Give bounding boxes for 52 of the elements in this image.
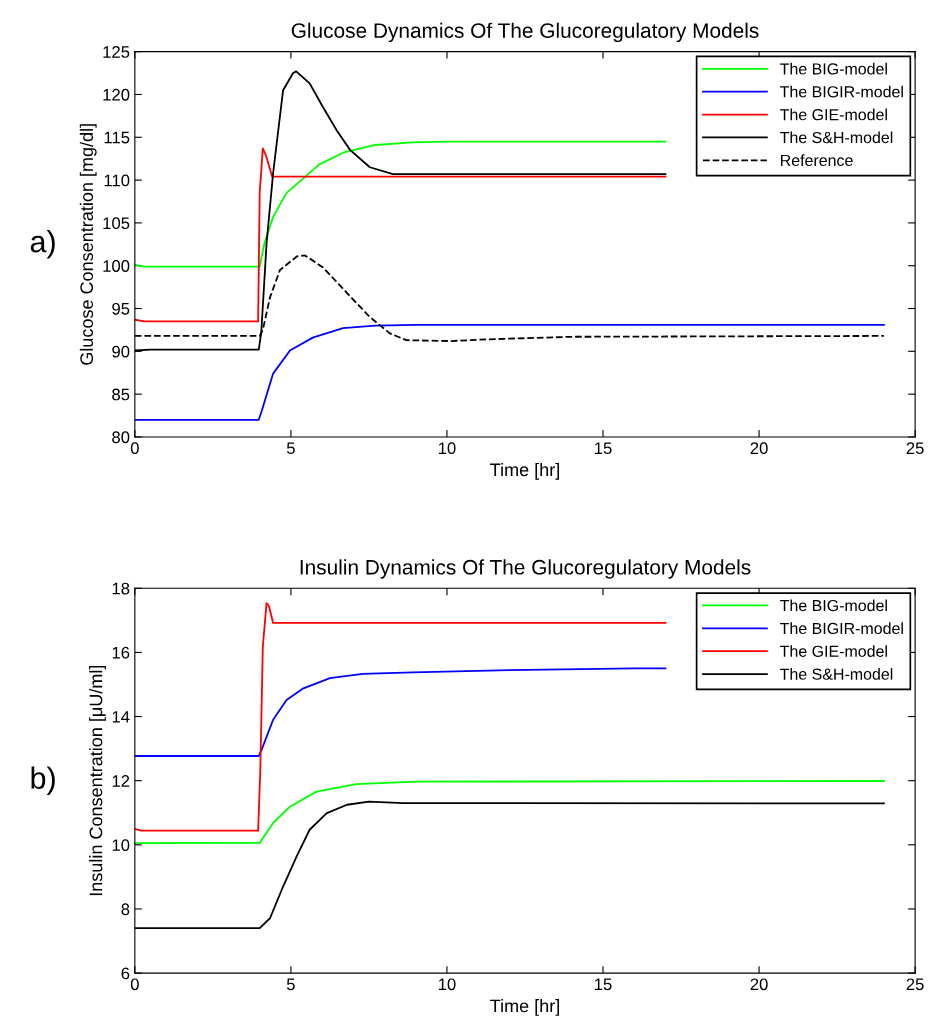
y-tick-label: 16 <box>112 646 130 659</box>
line-series <box>134 780 885 845</box>
chart-title: Glucose Dynamics Of The Glucoregulatory Models <box>291 22 759 43</box>
text: b) <box>31 766 55 795</box>
y-axis-title: Glucose Consentration [mg/dl] <box>79 124 97 365</box>
line-series <box>134 323 885 421</box>
legend-label: The BIG-model <box>780 599 887 612</box>
x-tick-label: 5 <box>286 442 295 455</box>
y-tick-label: 115 <box>104 131 130 144</box>
y-tick-label: 6 <box>121 967 130 980</box>
legend-label: The BIGIR-model <box>780 85 903 98</box>
y-tick-label: 90 <box>112 345 130 358</box>
y-tick-label: 8 <box>121 903 130 916</box>
legend-label: Reference <box>780 154 853 167</box>
legend-label: The S&H-model <box>780 668 893 680</box>
line-series <box>134 147 667 323</box>
y-axis-title: Insulin Consentration [μU/ml] <box>89 665 106 896</box>
x-tick-label: 0 <box>130 442 139 455</box>
text: a) <box>30 230 55 259</box>
x-axis-title: Time [hr] <box>490 462 559 480</box>
y-tick-label: 18 <box>112 582 130 595</box>
x-tick-label: 20 <box>750 442 768 455</box>
y-tick-label: 14 <box>112 711 130 723</box>
legend-label: The S&H-model <box>780 131 893 144</box>
x-tick-label: 25 <box>906 978 924 991</box>
line-series <box>134 140 667 268</box>
y-tick-label: 100 <box>103 260 130 272</box>
x-tick-label: 15 <box>595 442 612 455</box>
x-tick-label: 10 <box>438 978 456 991</box>
y-tick-label: 10 <box>112 839 130 852</box>
y-tick-label: 12 <box>112 775 130 787</box>
legend-label: The BIG-model <box>780 62 887 75</box>
x-tick-label: 5 <box>286 978 295 991</box>
y-tick-label: 105 <box>103 217 130 230</box>
x-tick-label: 20 <box>750 978 768 991</box>
line-series <box>134 667 667 757</box>
y-tick-label: 95 <box>112 302 130 315</box>
y-tick-label: 85 <box>112 388 130 401</box>
legend-label: The GIE-model <box>780 108 887 121</box>
x-tick-label: 15 <box>595 978 612 991</box>
line-series <box>134 602 667 832</box>
x-tick-label: 25 <box>906 442 924 455</box>
y-tick-label: 120 <box>103 88 130 101</box>
x-tick-label: 10 <box>438 442 456 455</box>
legend-label: The GIE-model <box>780 645 887 657</box>
y-tick-label: 125 <box>103 46 130 58</box>
legend-label: The BIGIR-model <box>780 622 903 635</box>
x-tick-label: 0 <box>130 978 139 991</box>
y-tick-label: 110 <box>104 174 130 187</box>
chart-title: Insulin Dynamics Of The Glucoregulatory Models <box>300 559 751 579</box>
x-axis-title: Time [hr] <box>490 999 559 1016</box>
y-tick-label: 80 <box>112 431 130 444</box>
